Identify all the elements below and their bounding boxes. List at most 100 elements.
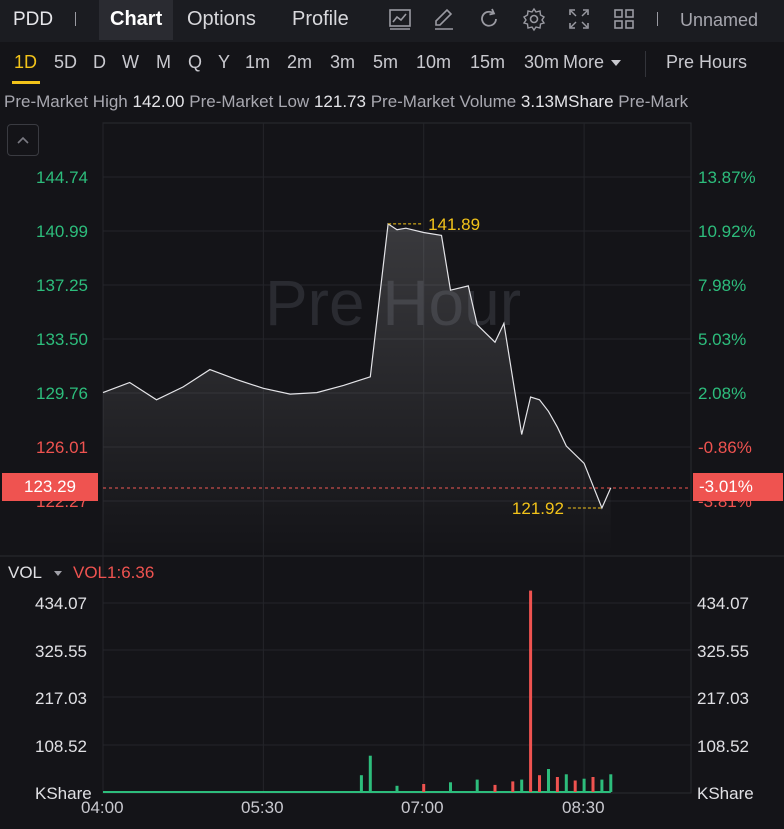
- volume-bar: [449, 782, 452, 792]
- left-tick: 133.50: [36, 330, 88, 349]
- volume-tick-left: 325.55: [35, 642, 87, 661]
- volume-tick-left: 108.52: [35, 737, 87, 756]
- volume-tick-right: 434.07: [697, 594, 749, 613]
- volume-bar: [359, 775, 363, 792]
- edit-icon[interactable]: [431, 6, 457, 32]
- price-area: [103, 223, 611, 556]
- price-series-line: [102, 222, 612, 510]
- interval-more[interactable]: More: [563, 52, 605, 72]
- stat-volume-label: Pre-Market Volume: [370, 92, 517, 111]
- chevron-down-icon[interactable]: [611, 60, 621, 66]
- interval-5d[interactable]: 5D: [54, 52, 78, 72]
- time-tick: 08:30: [562, 798, 605, 817]
- vol1-value: VOL1:6.36: [73, 563, 155, 582]
- interval-d[interactable]: D: [93, 52, 106, 72]
- interval-5m[interactable]: 5m: [373, 52, 399, 72]
- volume-bar: [395, 785, 399, 792]
- session-selector[interactable]: Pre Hours: [666, 52, 748, 72]
- interval-3m[interactable]: 3m: [330, 52, 356, 72]
- right-tick: 7.98%: [698, 276, 747, 295]
- right-tick: 10.92%: [698, 222, 756, 241]
- divider: [657, 12, 658, 26]
- ticker-symbol[interactable]: PDD: [13, 9, 54, 30]
- tab-profile[interactable]: Profile: [292, 8, 349, 30]
- interval-m[interactable]: M: [156, 52, 171, 72]
- volume-tick-right: 325.55: [697, 642, 749, 661]
- stat-trailing: Pre-Mark: [618, 92, 689, 111]
- volume-bar: [422, 784, 426, 792]
- interval-w[interactable]: W: [122, 52, 139, 72]
- price-area-fill: [103, 223, 611, 556]
- volume-bar: [538, 775, 541, 792]
- volume-bar: [564, 774, 568, 792]
- volume-tick-right: 217.03: [697, 689, 749, 708]
- fullscreen-icon[interactable]: [566, 6, 592, 32]
- chevron-up-icon: [17, 136, 29, 144]
- current-price-tag: 123.29: [2, 473, 98, 501]
- volume-bar: [547, 769, 550, 792]
- price-line: [102, 222, 612, 510]
- interval-10m[interactable]: 10m: [416, 52, 452, 72]
- collapse-button[interactable]: [7, 124, 39, 156]
- time-tick: 04:00: [81, 798, 124, 817]
- volume-bar: [511, 781, 515, 792]
- tab-options[interactable]: Options: [187, 8, 256, 30]
- time-tick: 07:00: [401, 798, 444, 817]
- right-tick: 13.87%: [698, 168, 756, 187]
- premarket-stats: Pre-Market High 142.00 Pre-Market Low 12…: [4, 92, 784, 112]
- left-tick: 137.25: [36, 276, 88, 295]
- tab-chart[interactable]: Chart: [99, 0, 174, 40]
- interval-y[interactable]: Y: [218, 52, 231, 72]
- settings-icon[interactable]: [521, 6, 547, 32]
- volume-bar: [529, 590, 533, 792]
- volume-indicator-label[interactable]: VOL: [8, 563, 43, 582]
- volume-unit-right: KShare: [697, 784, 754, 803]
- volume-bars: [103, 590, 613, 793]
- current-pct-tag: -3.01%: [693, 473, 783, 501]
- interval-bar: 1D 5D D W M Q Y 1m 2m 3m 5m 10m 15m 30m …: [0, 43, 784, 85]
- interval-15m[interactable]: 15m: [470, 52, 506, 72]
- volume-tick-right: 108.52: [697, 737, 749, 756]
- volume-bar: [520, 779, 524, 792]
- right-tick: 2.08%: [698, 384, 747, 403]
- interval-1d[interactable]: 1D: [14, 52, 38, 72]
- interval-30m[interactable]: 30m: [524, 52, 560, 72]
- left-tick: 129.76: [36, 384, 88, 403]
- volume-bar: [591, 777, 595, 792]
- interval-2m[interactable]: 2m: [287, 52, 313, 72]
- volume-bar: [368, 755, 372, 792]
- divider: [75, 12, 76, 26]
- divider: [645, 51, 646, 77]
- volume-bar: [555, 777, 559, 792]
- stat-high-value: 142.00: [132, 92, 185, 111]
- volume-tick-left: 434.07: [35, 594, 87, 613]
- volume-bar: [609, 774, 613, 792]
- left-tick: 144.74: [36, 168, 88, 187]
- line-chart-icon[interactable]: [387, 6, 413, 32]
- stat-high-label: Pre-Market High: [4, 92, 128, 111]
- high-marker-label: 141.89: [428, 215, 480, 234]
- caret-down-icon[interactable]: [54, 571, 62, 576]
- active-interval-indicator: [12, 81, 40, 84]
- volume-bar: [582, 778, 586, 792]
- volume-unit-left: KShare: [35, 784, 92, 803]
- layout-name[interactable]: Unnamed: [680, 10, 759, 30]
- volume-tick-left: 217.03: [35, 689, 87, 708]
- right-tick: 5.03%: [698, 330, 747, 349]
- interval-q[interactable]: Q: [188, 52, 203, 72]
- price-markers: 141.89 121.92: [388, 215, 602, 518]
- volume-bar: [493, 784, 497, 792]
- volume-bar: [573, 780, 577, 792]
- stat-low-value: 121.73: [313, 92, 366, 111]
- time-tick: 05:30: [241, 798, 284, 817]
- volume-bar: [475, 779, 479, 792]
- refresh-icon[interactable]: [476, 6, 502, 32]
- right-tick: -0.86%: [698, 438, 752, 457]
- top-toolbar: PDD Chart Options Profile Unnamed: [0, 0, 784, 42]
- grid-icon[interactable]: [611, 6, 637, 32]
- interval-1m[interactable]: 1m: [245, 52, 271, 72]
- volume-bar: [600, 779, 604, 792]
- stat-low-label: Pre-Market Low: [189, 92, 310, 111]
- stat-volume-value: 3.13MShare: [520, 92, 614, 111]
